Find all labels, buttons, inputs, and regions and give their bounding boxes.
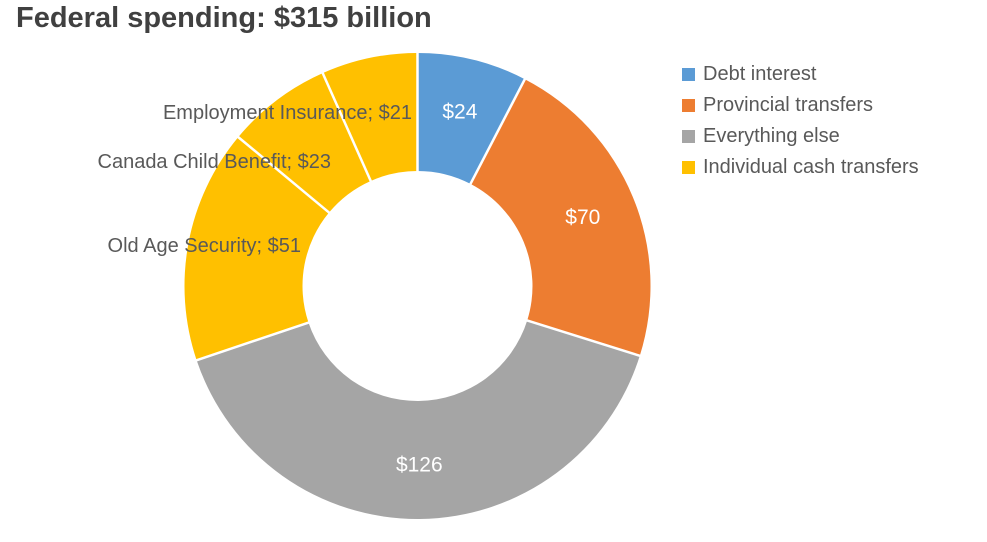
donut-segment-old-age-security [184, 137, 330, 361]
segment-value-label-provincial-transfers: $70 [565, 206, 600, 229]
legend-item-everything-else: Everything else [682, 124, 919, 148]
legend-label: Provincial transfers [703, 93, 874, 116]
donut-segment-provincial-transfers [470, 79, 651, 356]
segment-divider-line [321, 71, 373, 183]
segment-divider-line [525, 318, 642, 358]
donut-segment-debt-interest [417, 53, 525, 184]
legend-label: Everything else [703, 124, 840, 147]
segment-value-label-everything-else: $126 [396, 454, 443, 477]
legend-swatch-provincial-transfers [682, 98, 695, 112]
donut-segment-everything-else [196, 320, 640, 520]
segment-divider-line [236, 135, 331, 215]
callout-employment-insurance: Employment Insurance; $21 [162, 102, 412, 124]
segment-divider-line [195, 321, 310, 362]
legend-item-debt-interest: Debt interest [682, 62, 919, 86]
donut-segment-employment-insurance [322, 53, 418, 181]
legend-item-provincial-transfers: Provincial transfers [682, 93, 919, 117]
legend-swatch-individual-cash-transfers [682, 160, 695, 174]
callout-canada-child-benefit: Canada Child Benefit; $23 [97, 151, 332, 173]
legend-swatch-debt-interest [682, 67, 695, 81]
legend-label: Debt interest [703, 62, 817, 85]
segment-value-label-debt-interest: $24 [442, 101, 477, 124]
chart-title: Federal spending: $315 billion [16, 2, 432, 34]
segment-divider-line [468, 77, 527, 186]
legend-item-individual-cash-transfers: Individual cash transfers [682, 155, 919, 179]
legend: Debt interest Provincial transfers Every… [682, 62, 919, 186]
legend-label: Individual cash transfers [703, 155, 919, 178]
legend-swatch-everything-else [682, 129, 695, 143]
callout-old-age-security: Old Age Security; $51 [107, 235, 301, 257]
